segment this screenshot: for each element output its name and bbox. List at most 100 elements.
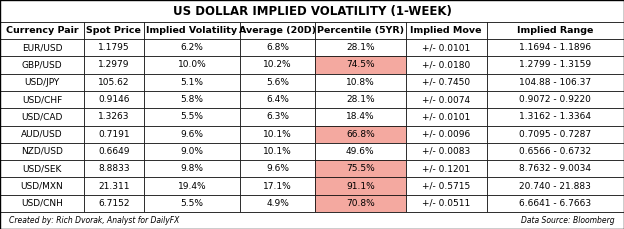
Bar <box>315 143 406 160</box>
Bar <box>406 195 487 212</box>
Bar <box>406 143 487 160</box>
Text: +/- 0.0083: +/- 0.0083 <box>422 147 470 156</box>
Text: 70.8%: 70.8% <box>346 199 375 208</box>
Bar <box>315 108 406 125</box>
Text: 10.1%: 10.1% <box>263 130 292 139</box>
Text: +/- 0.7450: +/- 0.7450 <box>422 78 470 87</box>
Text: 10.0%: 10.0% <box>177 60 207 69</box>
Bar <box>144 143 240 160</box>
Bar <box>240 74 315 91</box>
Text: USD/MXN: USD/MXN <box>21 182 64 191</box>
Bar <box>406 22 487 39</box>
Text: 49.6%: 49.6% <box>346 147 374 156</box>
Bar <box>84 195 144 212</box>
Bar <box>240 91 315 108</box>
Bar <box>0 143 84 160</box>
Bar <box>0 91 84 108</box>
Bar <box>406 177 487 195</box>
Bar <box>0 177 84 195</box>
Text: +/- 0.0096: +/- 0.0096 <box>422 130 470 139</box>
Text: +/- 0.0074: +/- 0.0074 <box>422 95 470 104</box>
Text: 1.1694 - 1.1896: 1.1694 - 1.1896 <box>519 43 592 52</box>
Text: 17.1%: 17.1% <box>263 182 292 191</box>
Text: 18.4%: 18.4% <box>346 112 374 121</box>
Bar <box>240 39 315 56</box>
Text: +/- 0.1201: +/- 0.1201 <box>422 164 470 173</box>
Bar <box>315 177 406 195</box>
Bar <box>406 160 487 177</box>
Bar <box>406 74 487 91</box>
Bar <box>315 125 406 143</box>
Bar <box>84 74 144 91</box>
Bar <box>406 56 487 74</box>
Text: 9.6%: 9.6% <box>266 164 289 173</box>
Text: 0.6566 - 0.6732: 0.6566 - 0.6732 <box>519 147 592 156</box>
Text: Data Source: Bloomberg: Data Source: Bloomberg <box>521 216 615 225</box>
Text: 1.1795: 1.1795 <box>98 43 130 52</box>
Bar <box>315 160 406 177</box>
Bar <box>315 74 406 91</box>
Text: 0.7191: 0.7191 <box>98 130 130 139</box>
Bar <box>84 39 144 56</box>
Text: 6.2%: 6.2% <box>180 43 203 52</box>
Text: Created by: Rich Dvorak, Analyst for DailyFX: Created by: Rich Dvorak, Analyst for Dai… <box>9 216 180 225</box>
Bar <box>84 160 144 177</box>
Text: +/- 0.0101: +/- 0.0101 <box>422 112 470 121</box>
Text: USD/JPY: USD/JPY <box>24 78 60 87</box>
Text: 75.5%: 75.5% <box>346 164 375 173</box>
Text: USD/SEK: USD/SEK <box>22 164 62 173</box>
Text: Implied Volatility: Implied Volatility <box>146 26 238 35</box>
Bar <box>0 0 624 22</box>
Text: 5.1%: 5.1% <box>180 78 203 87</box>
Bar <box>0 125 84 143</box>
Bar <box>84 91 144 108</box>
Bar <box>84 56 144 74</box>
Bar <box>0 74 84 91</box>
Bar <box>240 125 315 143</box>
Text: 6.4%: 6.4% <box>266 95 289 104</box>
Bar <box>315 56 406 74</box>
Text: 0.6649: 0.6649 <box>98 147 130 156</box>
Bar <box>315 39 406 56</box>
Bar <box>406 39 487 56</box>
Text: 105.62: 105.62 <box>98 78 130 87</box>
Text: 0.9146: 0.9146 <box>98 95 130 104</box>
Bar <box>144 22 240 39</box>
Text: US DOLLAR IMPLIED VOLATILITY (1-WEEK): US DOLLAR IMPLIED VOLATILITY (1-WEEK) <box>173 5 451 17</box>
Bar <box>0 195 84 212</box>
Text: 104.88 - 106.37: 104.88 - 106.37 <box>519 78 592 87</box>
Text: 9.0%: 9.0% <box>180 147 203 156</box>
Text: 1.2979: 1.2979 <box>98 60 130 69</box>
Bar <box>0 108 84 125</box>
Text: 91.1%: 91.1% <box>346 182 375 191</box>
Text: 19.4%: 19.4% <box>178 182 206 191</box>
Text: 74.5%: 74.5% <box>346 60 374 69</box>
Bar <box>487 160 624 177</box>
Text: 10.1%: 10.1% <box>263 147 292 156</box>
Text: 20.740 - 21.883: 20.740 - 21.883 <box>519 182 592 191</box>
Bar <box>487 108 624 125</box>
Bar <box>84 108 144 125</box>
Text: Currency Pair: Currency Pair <box>6 26 79 35</box>
Bar <box>487 143 624 160</box>
Bar <box>144 108 240 125</box>
Text: 66.8%: 66.8% <box>346 130 375 139</box>
Text: 8.8833: 8.8833 <box>98 164 130 173</box>
Text: 6.8%: 6.8% <box>266 43 289 52</box>
Bar <box>315 195 406 212</box>
Bar <box>487 22 624 39</box>
Bar <box>240 177 315 195</box>
Bar <box>0 56 84 74</box>
Text: 6.7152: 6.7152 <box>98 199 130 208</box>
Bar <box>240 22 315 39</box>
Text: 21.311: 21.311 <box>98 182 130 191</box>
Bar <box>144 125 240 143</box>
Bar <box>487 177 624 195</box>
Bar <box>84 177 144 195</box>
Text: +/- 0.0101: +/- 0.0101 <box>422 43 470 52</box>
Text: GBP/USD: GBP/USD <box>22 60 62 69</box>
Text: +/- 0.0511: +/- 0.0511 <box>422 199 470 208</box>
Text: Implied Move: Implied Move <box>411 26 482 35</box>
Bar <box>487 56 624 74</box>
Bar <box>240 108 315 125</box>
